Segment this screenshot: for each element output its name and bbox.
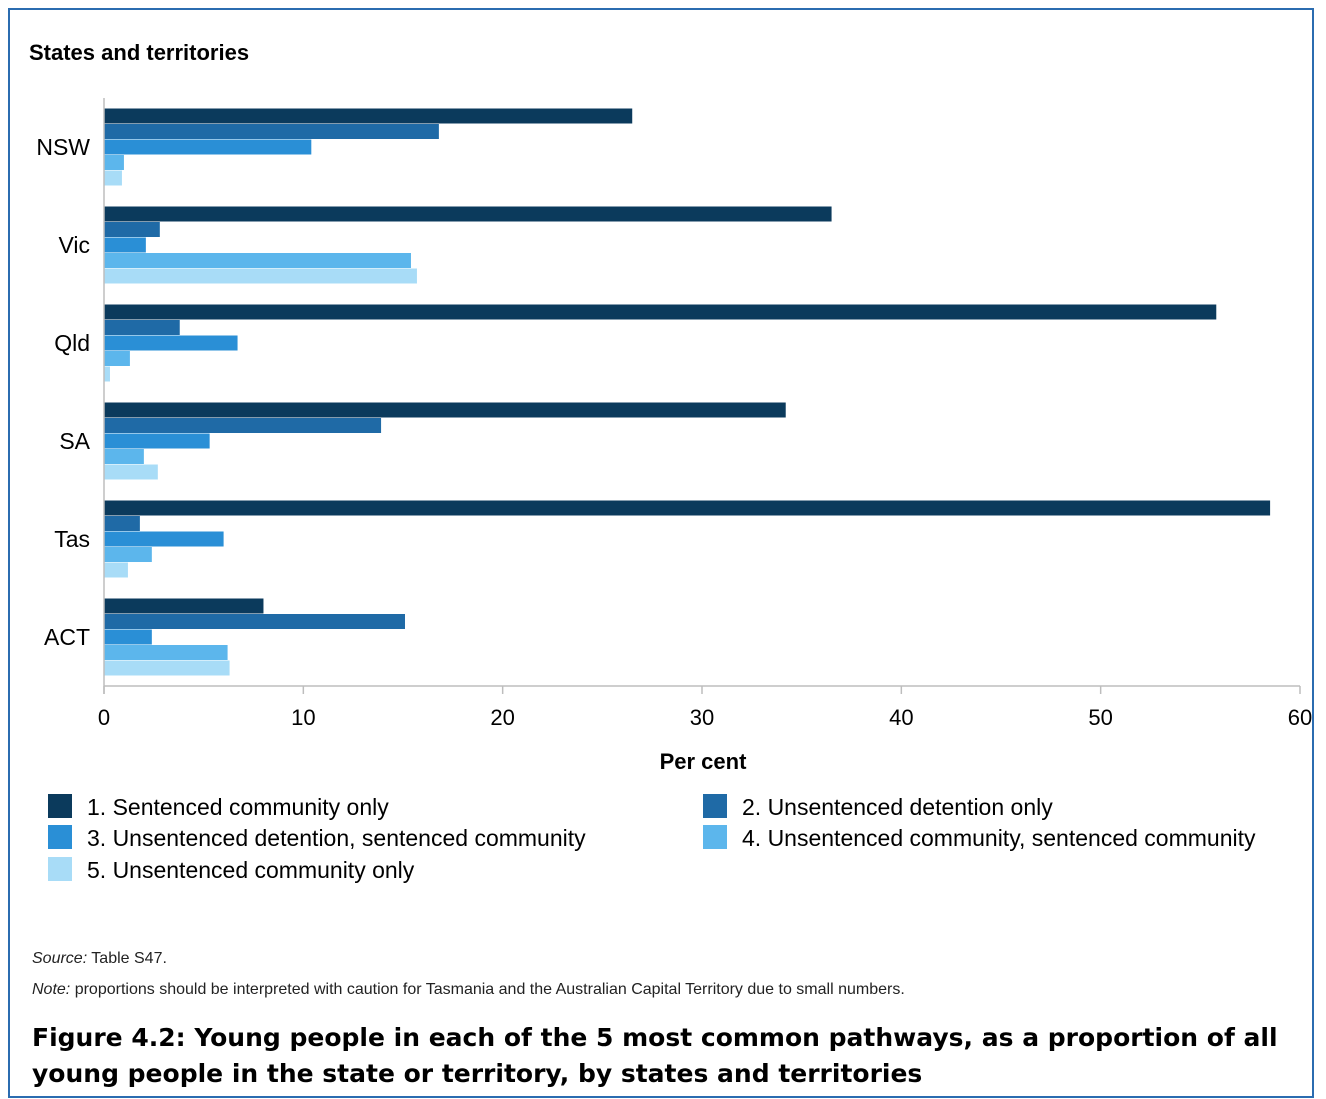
figure-frame	[8, 8, 1314, 1098]
bars-group	[104, 108, 1271, 676]
x-tick-label-10: 10	[291, 705, 315, 730]
x-tick-label-0: 0	[98, 705, 110, 730]
chart-subtitle: States and territories	[29, 40, 249, 65]
bar-act-series-1	[104, 598, 264, 614]
bar-tas-series-5	[104, 562, 128, 578]
bar-sa-series-4	[104, 449, 144, 464]
bar-qld-series-3	[104, 335, 238, 351]
legend-swatch-4	[703, 825, 727, 849]
x-axis-title: Per cent	[660, 749, 747, 774]
bar-qld-series-2	[104, 320, 180, 335]
bar-sa-series-3	[104, 433, 210, 449]
bar-nsw-series-1	[104, 108, 633, 124]
caution-note: Note: proportions should be interpreted …	[32, 981, 905, 999]
legend-swatch-3	[48, 825, 72, 849]
x-tick-label-60: 60	[1288, 705, 1312, 730]
figure-caption: Figure 4.2: Young people in each of the …	[32, 1023, 1278, 1088]
legend-label-4: 4. Unsentenced community, sentenced comm…	[742, 825, 1256, 851]
legend-swatch-2	[703, 794, 727, 818]
bar-tas-series-1	[104, 500, 1271, 516]
legend-label-2: 2. Unsentenced detention only	[742, 794, 1053, 820]
bar-qld-series-4	[104, 351, 130, 366]
bar-tas-series-4	[104, 547, 152, 562]
bar-act-series-2	[104, 614, 405, 629]
category-labels: NSW Vic Qld SA Tas ACT	[36, 134, 90, 650]
bar-sa-series-1	[104, 402, 786, 418]
bar-nsw-series-4	[104, 155, 124, 170]
category-label-act: ACT	[44, 624, 90, 650]
category-label-sa: SA	[59, 428, 90, 454]
legend-swatch-5	[48, 857, 72, 881]
source-text: Table S47.	[87, 950, 167, 967]
category-label-nsw: NSW	[36, 134, 90, 160]
x-tick-label-40: 40	[889, 705, 913, 730]
legend-swatch-1	[48, 794, 72, 818]
bar-vic-series-4	[104, 253, 411, 268]
note-label: Note:	[32, 981, 71, 998]
bar-vic-series-2	[104, 222, 160, 237]
bar-vic-series-5	[104, 268, 417, 284]
legend-label-5: 5. Unsentenced community only	[87, 857, 415, 883]
legend-label-3: 3. Unsentenced detention, sentenced comm…	[87, 825, 586, 851]
category-label-tas: Tas	[54, 526, 90, 552]
note-text: proportions should be interpreted with c…	[70, 981, 905, 998]
bar-nsw-series-5	[104, 170, 122, 186]
bar-chart: States and territories NSW Vic Qld SA Tas ACT…	[29, 40, 1312, 883]
bar-nsw-series-2	[104, 124, 439, 139]
bar-sa-series-5	[104, 464, 158, 480]
bar-act-series-5	[104, 660, 230, 676]
x-tick-label-50: 50	[1088, 705, 1112, 730]
bar-sa-series-2	[104, 418, 382, 433]
bar-nsw-series-3	[104, 139, 312, 155]
bar-act-series-4	[104, 645, 228, 660]
category-label-qld: Qld	[54, 330, 90, 356]
source-label: Source:	[32, 950, 88, 967]
bar-tas-series-3	[104, 531, 224, 547]
x-axis-ticks: 0 10 20 30 40 50 60	[98, 686, 1312, 730]
bar-qld-series-1	[104, 304, 1217, 320]
bar-act-series-3	[104, 629, 152, 645]
bar-vic-series-3	[104, 237, 146, 253]
x-tick-label-30: 30	[690, 705, 714, 730]
legend-label-1: 1. Sentenced community only	[87, 794, 389, 820]
legend: 1. Sentenced community only 2. Unsentence…	[48, 794, 1256, 883]
bar-qld-series-5	[104, 366, 110, 382]
bar-tas-series-2	[104, 516, 140, 531]
bar-vic-series-1	[104, 206, 832, 222]
x-tick-label-20: 20	[490, 705, 514, 730]
source-note: Source: Table S47.	[32, 950, 167, 968]
category-label-vic: Vic	[58, 232, 90, 258]
